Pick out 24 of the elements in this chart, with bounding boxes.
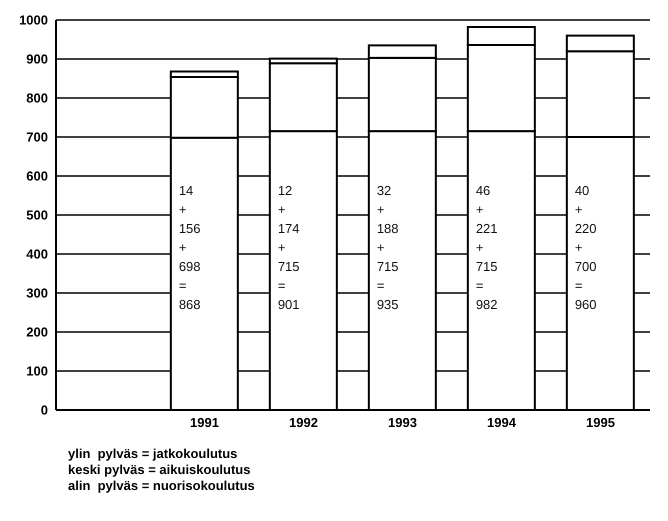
text: ylin pylväs = jatkokoulutus	[68, 446, 238, 462]
text: alin pylväs = nuorisokoulutus	[68, 478, 256, 494]
x-tick-label: 1994	[487, 415, 517, 430]
y-tick-label: 500	[26, 208, 48, 223]
annotation: 46 + 221 + 715 = 982	[476, 183, 498, 312]
x-tick-label: 1991	[190, 415, 219, 430]
annotation: 32 + 188 + 715 = 935	[376, 183, 399, 312]
annotation: 14 + 156 + 698 = 868	[178, 183, 201, 312]
annotation: 12 + 174 + 715 = 901	[278, 183, 300, 312]
y-tick-label: 900	[26, 52, 48, 67]
x-tick-label: 1993	[388, 415, 417, 430]
text: keski pylväs = aikuiskoulutus	[68, 462, 252, 478]
y-tick-label: 700	[26, 130, 48, 145]
y-tick-label: 0	[40, 402, 48, 418]
x-tick-label: 1995	[586, 415, 615, 430]
x-tick-label: 1992	[289, 415, 318, 430]
y-tick-label: 800	[26, 90, 48, 106]
y-tick-label: 200	[26, 324, 48, 340]
y-tick-label: 100	[26, 364, 48, 379]
y-tick-label: 600	[26, 168, 48, 184]
y-tick-label: 300	[26, 286, 48, 301]
annotation: 40 + 220 + 700 = 960	[574, 183, 597, 312]
y-tick-label: 400	[26, 246, 48, 262]
y-tick-label: 1000	[19, 12, 48, 28]
